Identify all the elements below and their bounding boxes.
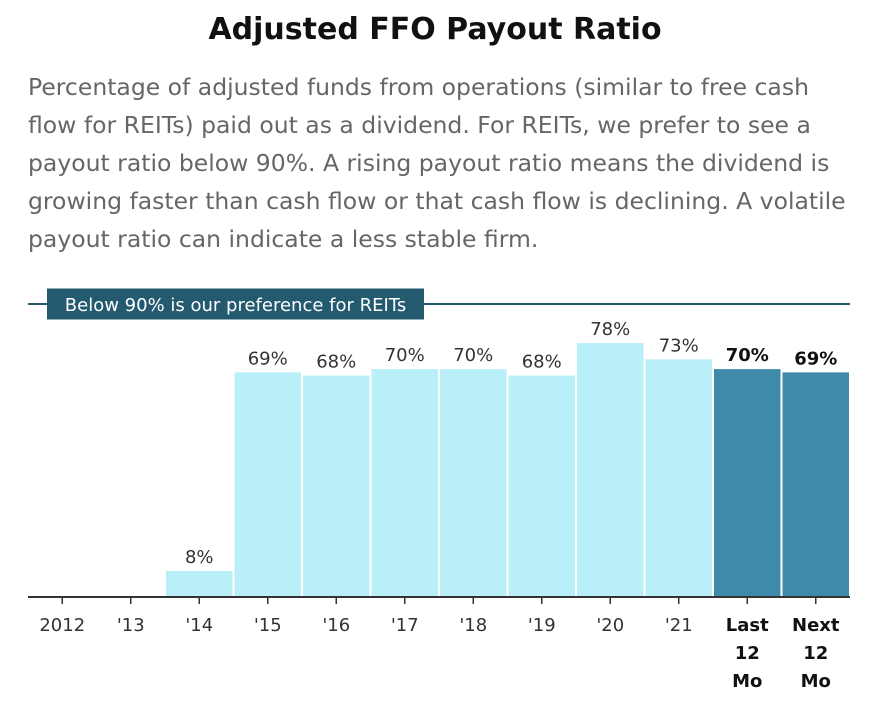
- x-tick-label: '15: [254, 615, 282, 636]
- bar-value-label: 8%: [185, 547, 214, 568]
- bar-value-label: 70%: [726, 345, 769, 366]
- bar: [303, 375, 370, 597]
- x-tick-label: Next 12 Mo: [792, 615, 840, 692]
- x-tick-label: '18: [459, 615, 487, 636]
- bar: [577, 343, 644, 597]
- value-labels-group: 8% 69% 68% 70% 70% 68% 78% 73% 70% 69%: [185, 319, 837, 568]
- x-tick-label: '20: [596, 615, 624, 636]
- bar: [234, 372, 301, 597]
- x-tick-label: '21: [665, 615, 693, 636]
- x-tick-label: 2012: [39, 615, 85, 636]
- reference-label: Below 90% is our preference for REITs: [65, 295, 406, 316]
- chart-description: Percentage of adjusted funds from operat…: [28, 73, 846, 253]
- bar-value-label: 69%: [794, 348, 837, 369]
- x-tick-label: Last 12 Mo: [726, 615, 769, 692]
- reference-label-box: [47, 288, 424, 320]
- bar-value-label: 68%: [316, 352, 356, 373]
- bar: [782, 372, 849, 597]
- bar: [166, 570, 233, 597]
- x-tick-label: '16: [322, 615, 350, 636]
- bar-value-label: 69%: [248, 348, 288, 369]
- reference-line-group: Below 90% is our preference for REITs: [28, 288, 850, 320]
- bar: [440, 369, 507, 597]
- bar: [714, 369, 781, 597]
- bars-group: [166, 343, 849, 597]
- bar: [508, 375, 575, 597]
- x-axis: 2012 '13 '14 '15 '16 '17 '18 '19 '20 '21 Last 12 Mo N…: [28, 596, 850, 692]
- bar-value-label: 73%: [659, 335, 699, 356]
- x-tick-label: '17: [391, 615, 419, 636]
- chart-title: Adjusted FFO Payout Ratio: [208, 12, 662, 47]
- bar-value-label: 68%: [522, 352, 562, 373]
- x-tick-label: '19: [528, 615, 556, 636]
- bar: [645, 359, 712, 597]
- bar-value-label: 78%: [590, 319, 630, 340]
- x-tick-label: '14: [185, 615, 213, 636]
- bar: [371, 369, 438, 597]
- bar-value-label: 70%: [385, 345, 425, 366]
- x-tick-label: '13: [117, 615, 145, 636]
- bar-value-label: 70%: [453, 345, 493, 366]
